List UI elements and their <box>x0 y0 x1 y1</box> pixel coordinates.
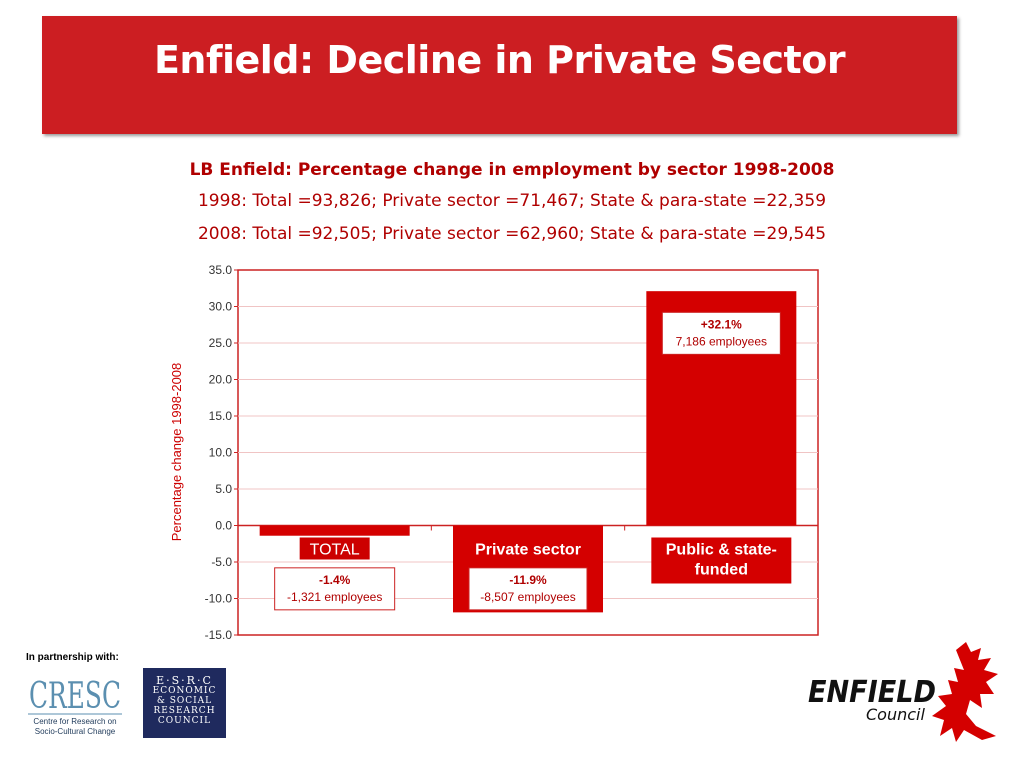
cresc-logo: CRESC Centre for Research on Socio-Cultu… <box>26 668 124 738</box>
annotation-pct: -11.9% <box>509 573 547 587</box>
chart-title: LB Enfield: Percentage change in employm… <box>189 160 835 180</box>
cresc-logo-line2: Socio-Cultural Change <box>35 727 116 736</box>
esrc-logo-line4: RESEARCH <box>153 706 216 716</box>
esrc-logo-line2: ECONOMIC <box>152 686 217 696</box>
y-tick-label: 0.0 <box>215 519 232 533</box>
category-label-box <box>299 537 370 560</box>
chart-subtitle-1998: 1998: Total =93,826; Private sector =71,… <box>197 191 827 211</box>
enfield-logo-council: Council <box>866 705 925 724</box>
esrc-logo-line3: & SOCIAL <box>156 696 213 706</box>
annotation-employees: -8,507 employees <box>480 590 575 604</box>
annotation-employees: 7,186 employees <box>676 334 767 348</box>
y-tick-label: 25.0 <box>209 336 233 350</box>
annotation-pct: +32.1% <box>701 317 742 331</box>
y-tick-label: -10.0 <box>205 592 233 606</box>
bar-total <box>259 525 410 536</box>
annotation-box <box>274 567 396 611</box>
annotation-employees: -1,321 employees <box>287 590 382 604</box>
cresc-logo-mark: CRESC <box>29 676 121 717</box>
y-tick-label: -15.0 <box>205 628 233 642</box>
category-label: funded <box>695 562 748 579</box>
y-tick-label: 30.0 <box>209 300 233 314</box>
chart-subtitle-2008: 2008: Total =92,505; Private sector =62,… <box>197 224 827 244</box>
slide-title: Enfield: Decline in Private Sector <box>153 38 846 82</box>
y-tick-label: 10.0 <box>209 446 233 460</box>
category-label: Private sector <box>475 542 581 559</box>
y-tick-label: -5.0 <box>211 555 232 569</box>
esrc-logo-line1: E·S·R·C <box>156 674 213 687</box>
y-tick-label: 20.0 <box>209 373 233 387</box>
partnership-label: In partnership with: <box>26 652 119 663</box>
annotation-box <box>661 311 781 355</box>
annotation-box <box>468 567 588 611</box>
category-label-box <box>458 537 598 560</box>
y-tick-label: 35.0 <box>209 263 233 277</box>
category-label-box <box>651 537 792 584</box>
category-label: TOTAL <box>310 542 360 559</box>
esrc-logo: E·S·R·C ECONOMIC & SOCIAL RESEARCH COUNC… <box>143 668 226 738</box>
cresc-logo-line1: Centre for Research on <box>33 717 116 726</box>
y-axis-title: Percentage change 1998-2008 <box>169 363 184 542</box>
esrc-logo-line5: COUNCIL <box>157 716 212 726</box>
category-label: Public & state- <box>666 542 777 559</box>
title-banner: Enfield: Decline in Private Sector <box>42 16 957 134</box>
enfield-logo-name: ENFIELD <box>808 675 936 710</box>
y-tick-label: 15.0 <box>209 409 233 423</box>
annotation-pct: -1.4% <box>319 573 351 587</box>
y-tick-label: 5.0 <box>215 482 232 496</box>
enfield-dragon-icon <box>932 642 998 742</box>
enfield-council-logo: ENFIELD Council <box>808 642 998 742</box>
